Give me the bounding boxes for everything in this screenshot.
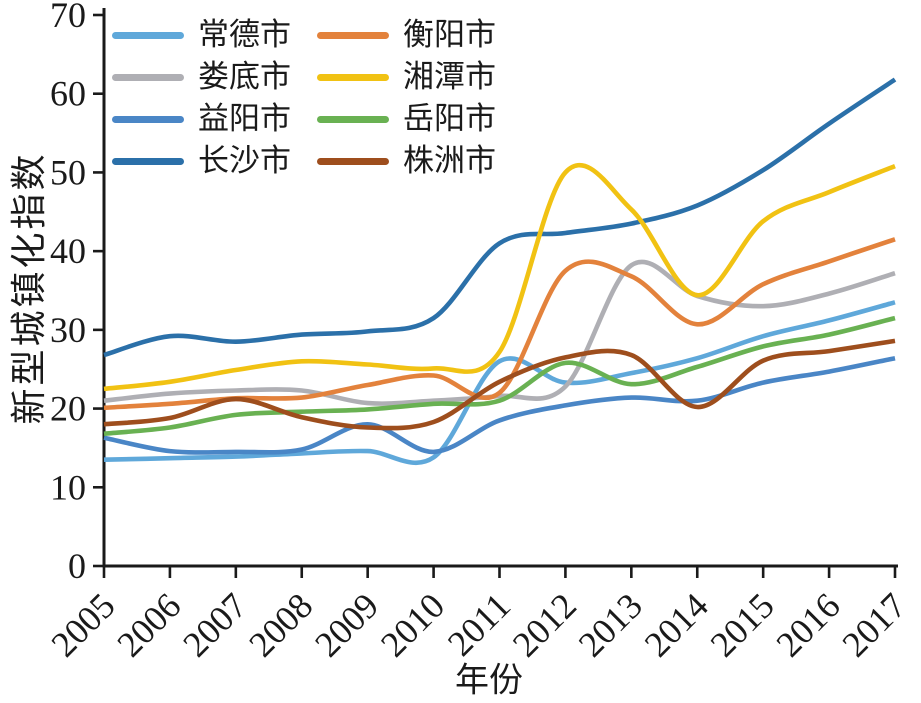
x-tick-label: 2016: [769, 585, 848, 664]
legend-label: 常德市: [198, 17, 291, 52]
line-series-常德市: [103, 300, 896, 465]
x-tick-label: 2013: [571, 585, 650, 664]
legend-label: 衡阳市: [403, 17, 496, 52]
legend-line-swatch: [112, 115, 184, 123]
line-series-益阳市: [103, 355, 896, 455]
axes: [93, 8, 898, 578]
legend-line-swatch: [112, 157, 184, 165]
x-tick-label: 2008: [241, 585, 320, 664]
line-series-湘潭市: [103, 163, 896, 392]
legend-item-xiangtan: 湘潭市: [317, 56, 496, 98]
y-axis-title: 新型城镇化指数: [9, 151, 49, 425]
y-tick-label: 20: [50, 389, 86, 429]
y-tick-label: 40: [50, 231, 86, 271]
legend-label: 湘潭市: [403, 59, 496, 94]
y-tick-label: 10: [50, 467, 86, 507]
y-tick-label: 60: [50, 74, 86, 114]
x-tick-label: 2007: [175, 585, 254, 664]
y-tick-label: 30: [50, 310, 86, 350]
legend-item-zhuzhou: 株洲市: [317, 140, 496, 182]
line-series-岳阳市: [103, 315, 896, 437]
legend-item-changsha: 长沙市: [112, 140, 291, 182]
legend-label: 长沙市: [198, 143, 291, 178]
legend-line-swatch: [112, 73, 184, 81]
legend-item-yueyang: 岳阳市: [317, 98, 496, 140]
legend: 常德市 娄底市 益阳市 长沙市 衡阳市 湘潭市 岳阳市 株洲市: [112, 14, 496, 182]
y-tick-label: 70: [50, 0, 86, 35]
x-axis-title: 年份: [455, 662, 523, 700]
x-tick-label: 2005: [43, 585, 122, 664]
x-tick-label: 2017: [834, 585, 913, 664]
y-tick-label: 50: [50, 152, 86, 192]
legend-label: 益阳市: [198, 101, 291, 136]
x-tick-label: 2006: [109, 585, 188, 664]
legend-line-swatch: [317, 73, 389, 81]
line-series-group: [103, 77, 897, 465]
legend-line-swatch: [112, 31, 184, 39]
legend-label: 株洲市: [403, 143, 496, 178]
legend-line-swatch: [317, 157, 389, 165]
x-tick-label: 2014: [637, 585, 716, 664]
legend-item-hengyang: 衡阳市: [317, 14, 496, 56]
y-tick-label: 0: [68, 546, 86, 586]
legend-label: 娄底市: [198, 59, 291, 94]
line-series-株洲市: [103, 338, 896, 431]
line-series-长沙市: [103, 77, 897, 358]
legend-item-changde: 常德市: [112, 14, 291, 56]
legend-item-loudi: 娄底市: [112, 56, 291, 98]
legend-line-swatch: [317, 115, 389, 123]
legend-item-yiyang: 益阳市: [112, 98, 291, 140]
legend-label: 岳阳市: [403, 101, 496, 136]
x-tick-label: 2010: [373, 585, 452, 664]
x-tick-label: 2015: [703, 585, 782, 664]
x-tick-label: 2009: [307, 585, 386, 664]
legend-line-swatch: [317, 31, 389, 39]
